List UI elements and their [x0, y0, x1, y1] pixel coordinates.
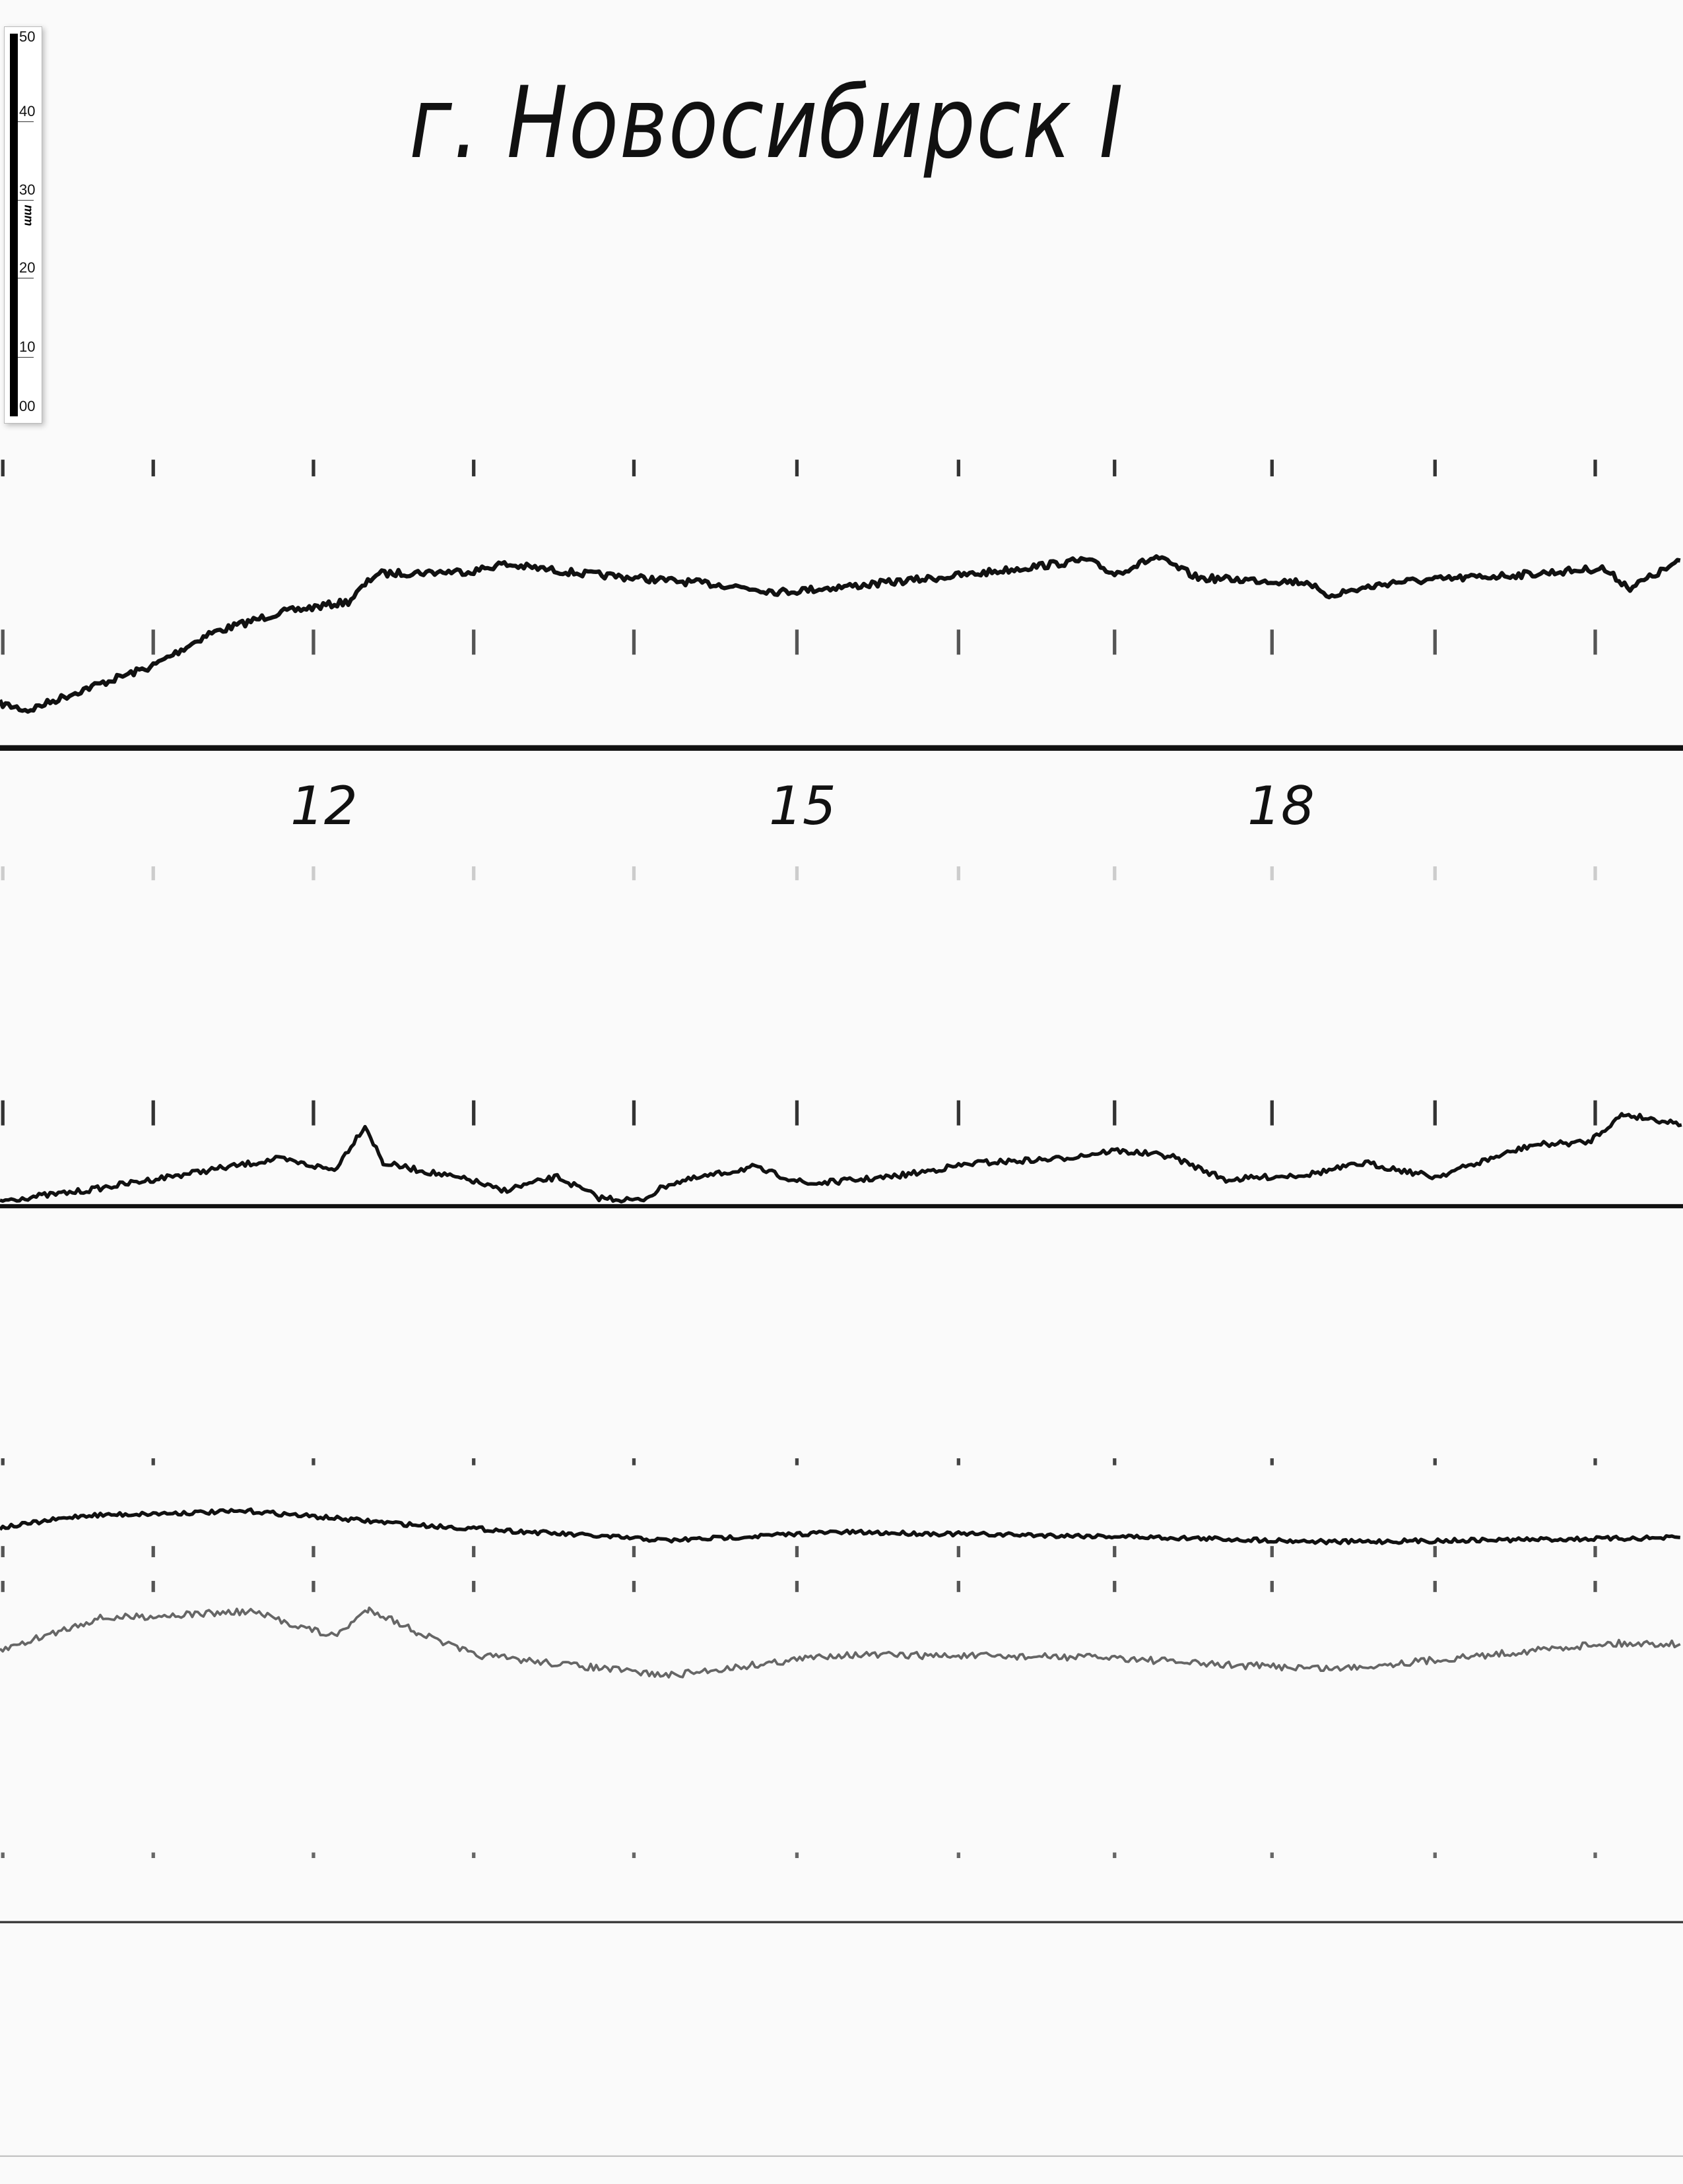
scale-ruler: 50 40 30 mm 20 10 00 [4, 26, 42, 424]
hour-label-18: 18 [1247, 775, 1315, 837]
hour-label-15: 15 [769, 775, 836, 837]
station-title: г. Новосибирск I [409, 66, 1125, 181]
trace-4 [0, 1606, 1681, 1679]
ruler-label: 50 [19, 28, 36, 45]
ruler-label: 30 [19, 181, 36, 198]
ruler-label: 20 [19, 259, 36, 276]
trace-1 [0, 554, 1681, 714]
ruler-tick [18, 357, 34, 358]
ruler-tick [18, 121, 34, 122]
ruler-label: 10 [19, 338, 36, 355]
ruler-label: 00 [19, 398, 36, 414]
ruler-label: 40 [19, 103, 36, 119]
hour-label-12: 12 [290, 775, 358, 837]
ruler-bar [10, 34, 18, 416]
trace-2 [0, 1112, 1682, 1204]
trace-3 [0, 1507, 1681, 1546]
ruler-tick [18, 200, 34, 201]
